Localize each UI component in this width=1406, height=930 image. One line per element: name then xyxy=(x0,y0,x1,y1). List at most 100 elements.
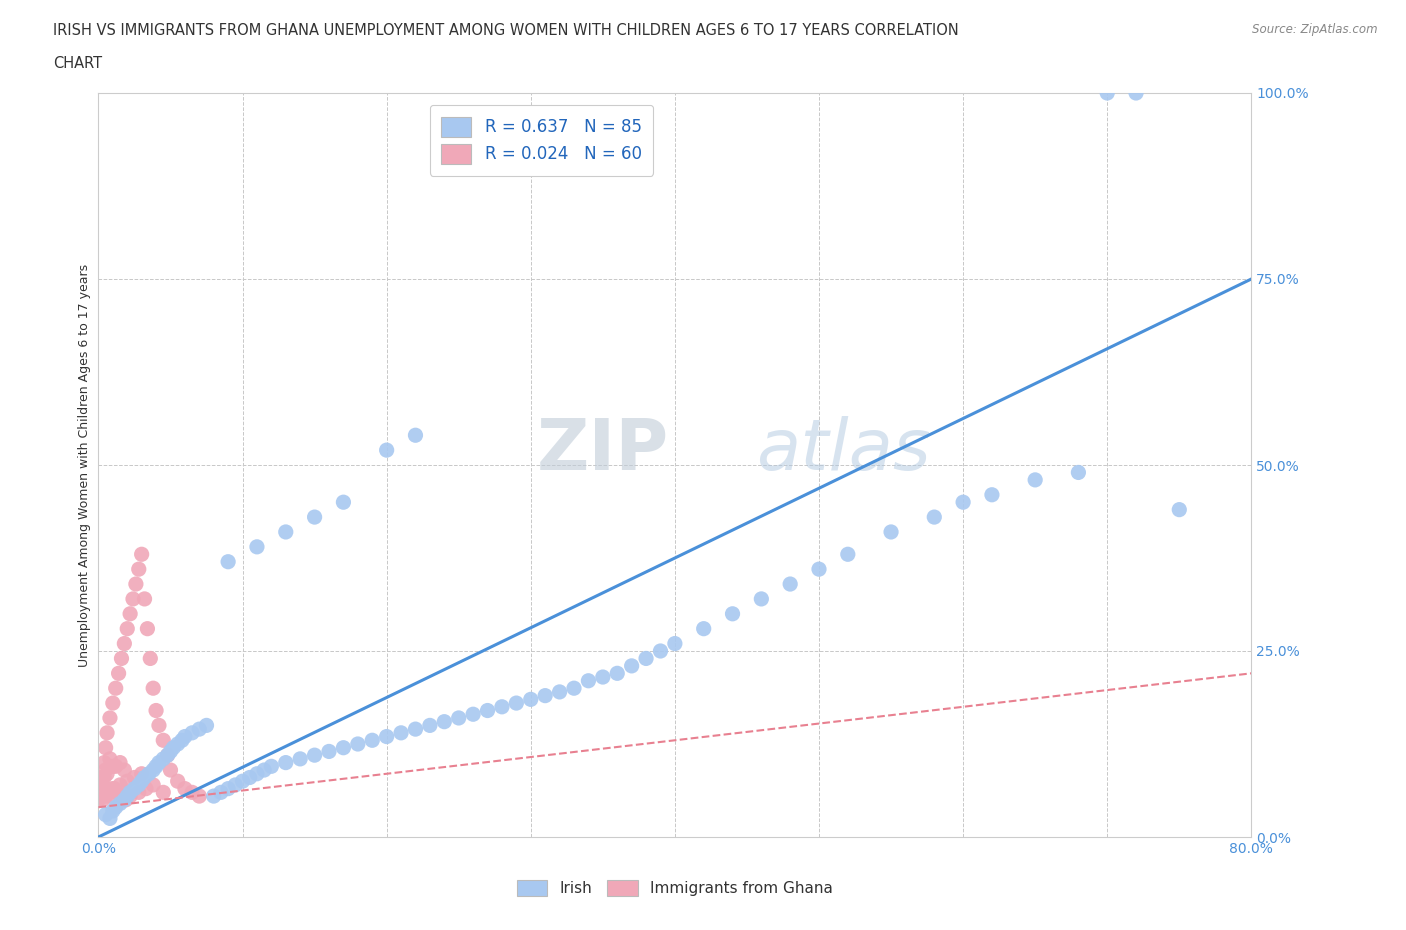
Point xyxy=(209,785,232,800)
Point xyxy=(142,763,165,777)
Point xyxy=(96,766,118,781)
Text: IRISH VS IMMIGRANTS FROM GHANA UNEMPLOYMENT AMONG WOMEN WITH CHILDREN AGES 6 TO : IRISH VS IMMIGRANTS FROM GHANA UNEMPLOYM… xyxy=(53,23,959,38)
Point xyxy=(108,777,131,792)
Point xyxy=(108,796,131,811)
Point xyxy=(89,781,111,796)
Point xyxy=(134,591,156,606)
Point xyxy=(1097,86,1119,100)
Point xyxy=(136,621,159,636)
Point xyxy=(166,774,188,789)
Point xyxy=(97,785,120,800)
Point xyxy=(332,495,354,510)
Point xyxy=(534,688,557,703)
Point xyxy=(693,621,716,636)
Point xyxy=(104,681,127,696)
Point xyxy=(188,722,211,737)
Point xyxy=(664,636,686,651)
Point xyxy=(181,785,204,800)
Point xyxy=(145,703,167,718)
Point xyxy=(491,699,513,714)
Point xyxy=(170,733,193,748)
Point xyxy=(128,562,150,577)
Point xyxy=(274,525,297,539)
Text: Source: ZipAtlas.com: Source: ZipAtlas.com xyxy=(1253,23,1378,36)
Point xyxy=(131,766,153,781)
Point xyxy=(98,711,121,725)
Point xyxy=(346,737,368,751)
Point xyxy=(101,804,124,818)
Point xyxy=(120,606,142,621)
Text: atlas: atlas xyxy=(755,416,931,485)
Point xyxy=(101,781,124,796)
Point xyxy=(117,789,138,804)
Point xyxy=(837,547,859,562)
Point xyxy=(389,725,412,740)
Point xyxy=(110,789,132,804)
Point xyxy=(174,729,197,744)
Point xyxy=(562,681,585,696)
Point xyxy=(246,539,269,554)
Point xyxy=(981,487,1004,502)
Point xyxy=(94,789,117,804)
Point xyxy=(405,722,427,737)
Point xyxy=(217,781,239,796)
Point xyxy=(217,554,239,569)
Point xyxy=(332,740,354,755)
Point xyxy=(461,707,484,722)
Legend: Irish, Immigrants from Ghana: Irish, Immigrants from Ghana xyxy=(509,872,841,904)
Point xyxy=(93,770,115,785)
Text: ZIP: ZIP xyxy=(537,416,669,485)
Point xyxy=(1067,465,1090,480)
Point xyxy=(156,748,179,763)
Point xyxy=(447,711,470,725)
Point xyxy=(103,781,125,796)
Point xyxy=(1024,472,1046,487)
Point xyxy=(606,666,628,681)
Point xyxy=(128,777,150,792)
Point xyxy=(120,789,142,804)
Point xyxy=(202,789,225,804)
Point xyxy=(419,718,441,733)
Point xyxy=(101,759,124,774)
Point xyxy=(375,729,398,744)
Point xyxy=(131,774,153,789)
Point xyxy=(142,681,165,696)
Point xyxy=(181,725,204,740)
Point xyxy=(142,777,165,792)
Point xyxy=(100,789,122,804)
Point xyxy=(124,770,146,785)
Point xyxy=(548,684,571,699)
Point xyxy=(108,755,131,770)
Point xyxy=(592,670,614,684)
Point xyxy=(159,763,181,777)
Point xyxy=(405,428,427,443)
Point xyxy=(188,789,211,804)
Point xyxy=(505,696,527,711)
Point xyxy=(779,577,801,591)
Point xyxy=(101,696,124,711)
Point xyxy=(477,703,499,718)
Point xyxy=(107,666,129,681)
Point xyxy=(578,673,600,688)
Point xyxy=(104,800,127,815)
Point xyxy=(148,755,170,770)
Point xyxy=(1168,502,1191,517)
Point xyxy=(880,525,903,539)
Point xyxy=(122,591,145,606)
Point xyxy=(246,766,269,781)
Point xyxy=(94,763,117,777)
Point xyxy=(721,606,744,621)
Point xyxy=(636,651,658,666)
Point xyxy=(375,443,398,458)
Y-axis label: Unemployment Among Women with Children Ages 6 to 17 years: Unemployment Among Women with Children A… xyxy=(79,263,91,667)
Point xyxy=(135,781,157,796)
Point xyxy=(138,766,160,781)
Point xyxy=(174,781,197,796)
Point xyxy=(110,651,132,666)
Point xyxy=(120,785,142,800)
Point xyxy=(304,748,326,763)
Point xyxy=(112,763,135,777)
Point xyxy=(361,733,384,748)
Point xyxy=(433,714,456,729)
Point xyxy=(91,792,114,807)
